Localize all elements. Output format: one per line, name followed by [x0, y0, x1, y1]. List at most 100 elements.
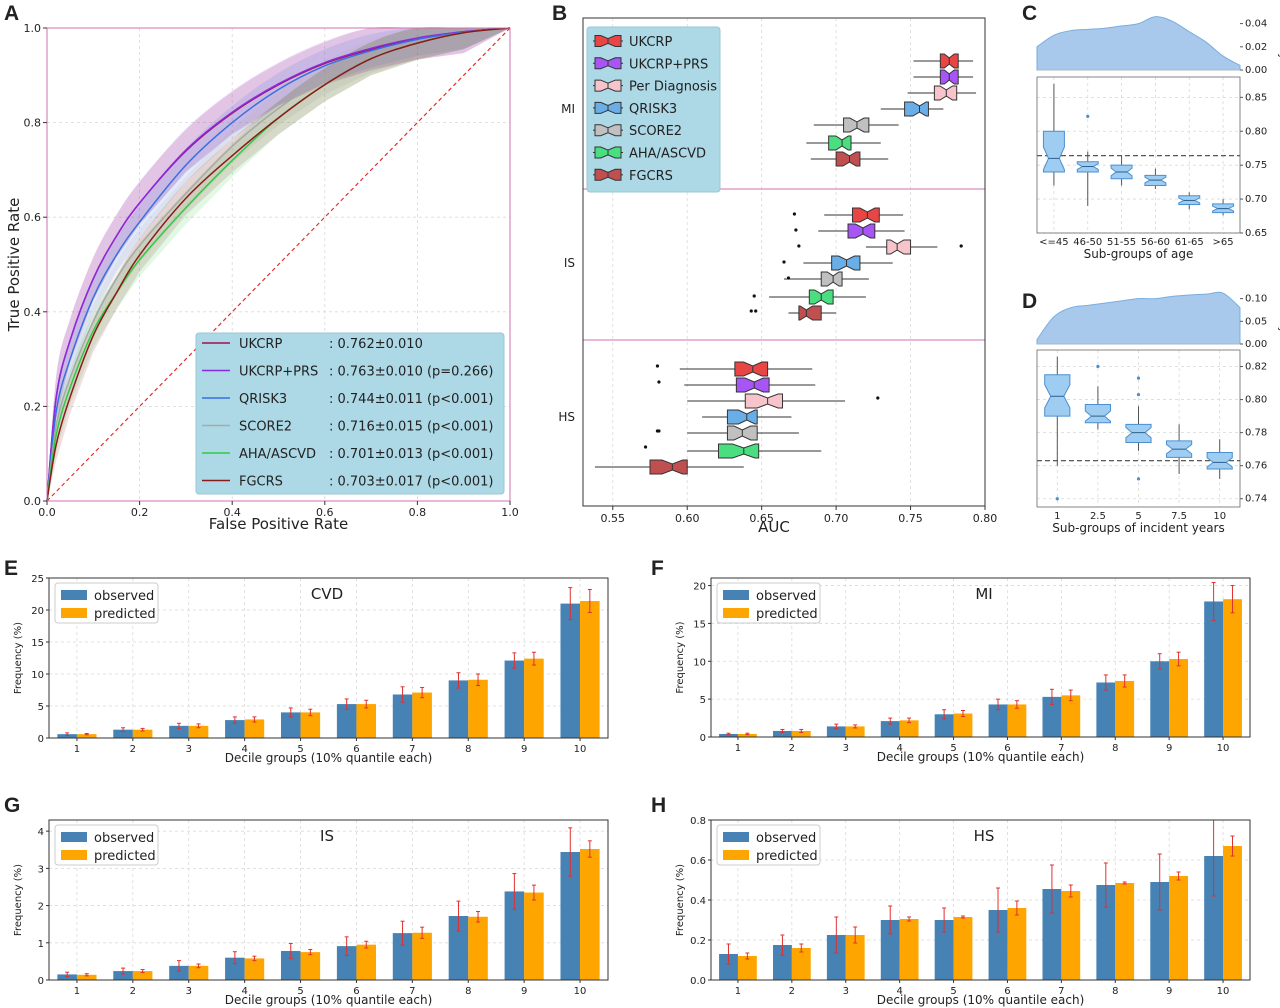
outlier-point: [959, 244, 963, 248]
outlier-point: [655, 364, 660, 368]
legend-label: UKCRP+PRS: [239, 365, 318, 380]
y-tick-label: 0.65: [1245, 228, 1267, 239]
box-body: [933, 85, 958, 101]
x-tick-label: 6: [353, 986, 359, 997]
outlier-point: [1086, 114, 1090, 118]
bar-observed: [772, 945, 792, 980]
box-body: [1125, 423, 1152, 444]
legend-label: SCORE2: [239, 420, 292, 435]
box-body: [831, 255, 861, 271]
legend-box: [195, 332, 505, 495]
y-axis-label: Frequency (%): [13, 864, 24, 936]
x-tick-label: 4: [241, 744, 247, 755]
x-tick-label: 9: [1166, 986, 1172, 997]
legend-label: UKCRP: [629, 35, 672, 50]
bar-observed: [113, 971, 133, 980]
x-tick-label: 7: [1058, 986, 1064, 997]
y-tick-label: 0.4: [690, 896, 706, 907]
y-tick-label: 15: [693, 619, 706, 630]
box-body: [847, 223, 876, 239]
bar-observed: [1042, 696, 1062, 737]
bar-predicted: [899, 720, 919, 737]
bar-observed: [504, 891, 525, 980]
x-tick-label: 5: [950, 743, 956, 754]
legend-stat: : 0.701±0.013 (p<0.001): [329, 447, 493, 462]
plot-frame: [46, 27, 511, 502]
bar-observed: [988, 910, 1008, 980]
group-label: MI: [561, 102, 575, 116]
bar-predicted: [1115, 680, 1135, 737]
bar-predicted: [845, 935, 865, 980]
x-tick-label: 10: [1217, 986, 1230, 997]
x-tick-label: 5: [950, 986, 956, 997]
x-axis-label: Decile groups (10% quantile each): [877, 750, 1085, 764]
bar-predicted: [300, 952, 321, 980]
outlier-point: [797, 244, 801, 248]
outlier-point: [1136, 376, 1141, 380]
y-tick-label: 0: [700, 733, 706, 744]
legend-stat: : 0.763±0.010 (p=0.266): [329, 365, 493, 380]
y-tick-label: 0.85: [1245, 92, 1267, 103]
bar-predicted: [899, 919, 919, 980]
bar-predicted: [132, 729, 153, 738]
legend-label: QRISK3: [239, 392, 287, 407]
legend-label: QRISK3: [629, 102, 677, 117]
bar-observed: [280, 950, 301, 980]
x-tick-label: 9: [521, 986, 527, 997]
bar-observed: [1150, 661, 1170, 737]
x-tick-label: 56-60: [1141, 237, 1170, 248]
bar-predicted: [1061, 695, 1081, 737]
y-tick-label: 0.2: [690, 936, 706, 947]
bar-predicted: [1223, 846, 1242, 980]
bar-observed: [113, 729, 133, 738]
bar-observed: [392, 933, 413, 980]
density-tick-label: 0.00: [1245, 65, 1267, 76]
legend-swatch: [723, 832, 749, 842]
box-body: [1044, 374, 1071, 417]
x-tick-label: 7: [409, 744, 415, 755]
group-label: HS: [558, 410, 575, 424]
roc-curve-line: [46, 27, 511, 502]
y-axis-label: True Positive Rate: [5, 198, 23, 333]
roc-curve-line: [46, 27, 511, 502]
panel-letter-b: B: [552, 2, 567, 25]
box-body: [835, 151, 861, 167]
box-body: [1206, 451, 1233, 470]
legend-stat: : 0.703±0.017 (p<0.001): [329, 475, 493, 490]
bar-observed: [719, 733, 738, 737]
y-tick-label: 0.6: [24, 211, 42, 224]
x-tick-label: 8: [1112, 986, 1118, 997]
x-tick-label: 6: [1004, 743, 1010, 754]
x-tick-label: 0.2: [131, 506, 149, 519]
y-tick-label: 4: [38, 827, 44, 838]
panel-letter-d: D: [1022, 290, 1037, 313]
x-tick-label: 5: [297, 986, 303, 997]
y-tick-label: 0.0: [24, 495, 42, 508]
bar-observed: [225, 957, 245, 980]
y-tick-label: 5: [700, 695, 706, 706]
x-tick-label: 3: [186, 986, 192, 997]
density-tick-label: 0.04: [1245, 19, 1267, 30]
density-area: [1036, 16, 1241, 71]
x-axis-label: Sub-groups of age: [1084, 247, 1194, 261]
y-tick-label: 3: [38, 864, 44, 875]
x-tick-label: 3: [186, 744, 192, 755]
bar-observed: [392, 694, 413, 738]
box-body: [798, 305, 822, 321]
x-tick-label: 4: [241, 986, 247, 997]
legend-label: observed: [94, 831, 154, 846]
y-tick-label: 2: [38, 902, 44, 913]
bar-observed: [880, 721, 900, 737]
density-axis-label: density: [1277, 296, 1280, 333]
box-body: [851, 207, 880, 223]
x-tick-label: <=45: [1039, 237, 1068, 248]
y-tick-label: 0.0: [690, 976, 706, 987]
x-tick-label: 0.60: [675, 512, 700, 525]
bar-predicted: [1007, 908, 1027, 980]
bar-predicted: [468, 679, 488, 738]
legend-label: Per Diagnosis: [629, 80, 717, 95]
outlier-point: [1096, 364, 1100, 369]
box-body: [734, 361, 769, 377]
x-tick-label: 5: [297, 744, 303, 755]
y-tick-label: 1.0: [24, 22, 42, 35]
